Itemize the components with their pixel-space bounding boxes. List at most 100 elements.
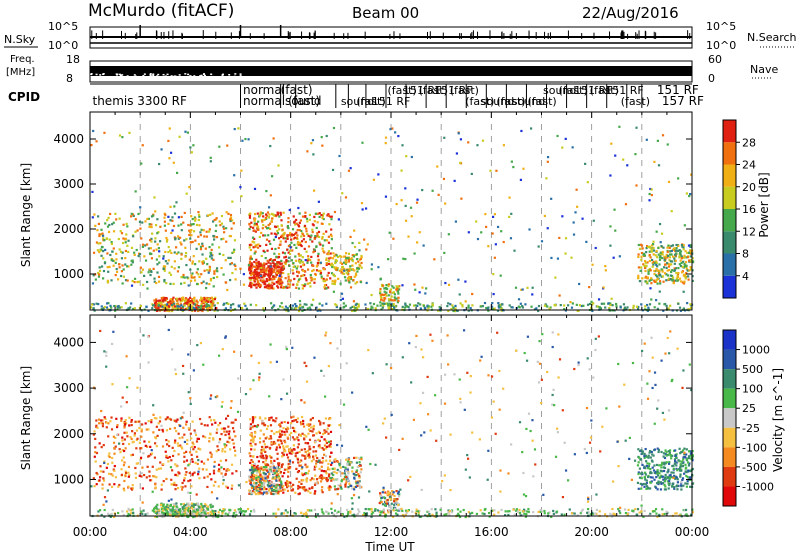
echo-cell bbox=[261, 281, 264, 284]
echo-cell bbox=[297, 306, 300, 309]
echo-cell bbox=[110, 306, 113, 309]
echo-cell bbox=[321, 144, 324, 147]
echo-cell bbox=[265, 270, 268, 273]
echo-cell bbox=[356, 270, 359, 273]
echo-cell bbox=[344, 466, 347, 469]
echo-cell bbox=[228, 441, 231, 444]
echo-cell bbox=[681, 265, 684, 268]
echo-cell bbox=[659, 241, 662, 244]
echo-cell bbox=[594, 246, 597, 250]
cpid-fragment: sound bbox=[512, 95, 545, 108]
echo-cell bbox=[177, 251, 180, 254]
echo-cell bbox=[163, 296, 166, 300]
echo-cell bbox=[188, 296, 192, 300]
cpid-fragment: (fast) bbox=[559, 84, 588, 97]
echo-cell bbox=[270, 247, 274, 250]
echo-cell bbox=[276, 265, 279, 269]
echo-cell bbox=[133, 307, 136, 310]
echo-cell bbox=[666, 269, 669, 272]
echo-cell bbox=[660, 450, 663, 454]
echo-cell bbox=[259, 475, 262, 478]
echo-cell bbox=[653, 280, 656, 283]
echo-cell bbox=[276, 285, 279, 288]
echo-cell bbox=[252, 474, 256, 477]
echo-cell bbox=[361, 208, 364, 211]
echo-cell bbox=[206, 424, 209, 427]
echo-cell bbox=[168, 309, 171, 313]
echo-cell bbox=[331, 282, 334, 285]
echo-cell bbox=[641, 247, 644, 250]
freq-tick-high: 18 bbox=[66, 53, 80, 66]
echo-cell bbox=[282, 266, 285, 269]
echo-cell bbox=[402, 257, 405, 260]
echo-cell bbox=[168, 127, 171, 130]
echo-cell bbox=[130, 246, 134, 250]
echo-cell bbox=[215, 307, 218, 310]
echo-cell bbox=[190, 223, 193, 226]
echo-cell bbox=[109, 253, 112, 257]
echo-cell bbox=[189, 479, 192, 482]
echo-cell bbox=[359, 280, 363, 284]
echo-cell bbox=[662, 280, 665, 283]
echo-cell bbox=[180, 276, 183, 279]
echo-cell bbox=[648, 199, 651, 202]
echo-cell bbox=[637, 471, 640, 474]
echo-cell bbox=[272, 265, 275, 268]
echo-cell bbox=[157, 467, 160, 470]
echo-cell bbox=[355, 482, 358, 485]
echo-cell bbox=[147, 309, 150, 312]
echo-cell bbox=[614, 154, 617, 157]
echo-cell bbox=[276, 232, 280, 235]
echo-cell bbox=[126, 225, 129, 228]
echo-cell bbox=[265, 455, 269, 458]
echo-cell bbox=[500, 307, 503, 310]
echo-cell bbox=[135, 447, 138, 450]
echo-cell bbox=[637, 274, 640, 277]
echo-cell bbox=[220, 472, 223, 475]
cpid-text: themis 3300 RF bbox=[93, 94, 187, 108]
echo-cell bbox=[270, 492, 273, 495]
echo-cell bbox=[642, 263, 645, 266]
echo-cell bbox=[125, 222, 128, 225]
echo-cell bbox=[293, 427, 296, 430]
echo-cell bbox=[659, 488, 663, 491]
cpid-fragment: (fast) bbox=[621, 95, 650, 108]
echo-cell bbox=[148, 225, 151, 228]
echo-cell bbox=[114, 476, 117, 479]
echo-cell bbox=[686, 479, 689, 483]
echo-cell bbox=[582, 304, 585, 307]
echo-cell bbox=[212, 469, 216, 472]
echo-cell bbox=[647, 306, 650, 309]
echo-cell bbox=[290, 485, 293, 488]
echo-cell bbox=[224, 459, 228, 462]
echo-cell bbox=[550, 197, 553, 200]
echo-cell bbox=[192, 443, 195, 446]
echo-cell bbox=[248, 479, 251, 482]
echo-cell bbox=[263, 264, 266, 267]
echo-cell bbox=[657, 164, 661, 167]
echo-cell bbox=[321, 247, 324, 250]
echo-cell bbox=[450, 307, 453, 311]
echo-cell bbox=[206, 507, 209, 510]
echo-cell bbox=[646, 276, 650, 279]
echo-cell bbox=[310, 477, 314, 480]
cpid-fragment: 151 RF bbox=[372, 95, 410, 108]
echo-cell bbox=[342, 272, 345, 275]
echo-cell bbox=[157, 247, 161, 250]
echo-cell bbox=[132, 440, 135, 443]
freq-gap bbox=[164, 75, 167, 77]
echo-cell bbox=[661, 270, 664, 273]
echo-cell bbox=[254, 283, 257, 286]
echo-cell bbox=[290, 431, 293, 434]
echo-cell bbox=[110, 242, 114, 246]
echo-cell bbox=[128, 474, 131, 477]
echo-cell bbox=[154, 240, 157, 243]
echo-cell bbox=[677, 459, 680, 462]
echo-cell bbox=[461, 303, 464, 307]
nsky-tick-high: 10^5 bbox=[48, 20, 78, 33]
echo-cell bbox=[297, 252, 300, 256]
echo-cell bbox=[262, 483, 265, 486]
echo-cell bbox=[454, 304, 457, 308]
echo-cell bbox=[242, 283, 246, 286]
echo-cell bbox=[670, 253, 673, 256]
